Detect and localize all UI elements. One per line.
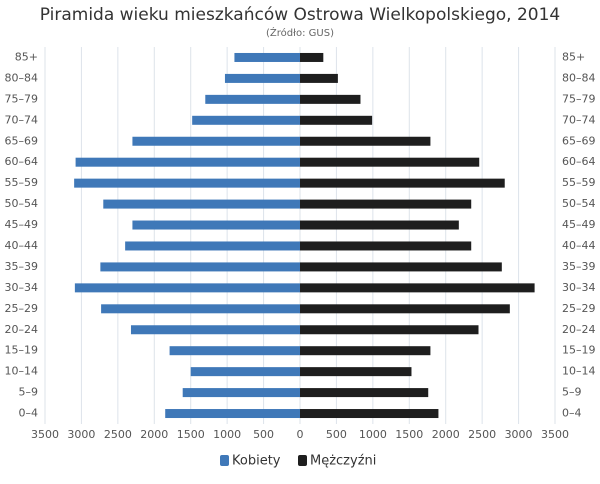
y-tick-label: 70–74	[5, 113, 39, 126]
bar	[300, 262, 502, 272]
bar	[130, 325, 300, 335]
y-tick-label: 10–14	[562, 365, 596, 378]
x-tick-label: 1500	[395, 428, 423, 441]
y-tick-label: 80–84	[562, 71, 596, 84]
y-tick-label: 85+	[562, 50, 585, 63]
x-tick-label: 2000	[432, 428, 460, 441]
y-tick-label: 55–59	[562, 176, 596, 189]
y-tick-label: 10–14	[5, 365, 39, 378]
y-tick-label: 20–24	[5, 323, 39, 336]
y-tick-label: 5–9	[562, 386, 582, 399]
x-tick-label: 3000	[505, 428, 533, 441]
x-tick-label: 1500	[177, 428, 205, 441]
y-tick-label: 60–64	[562, 155, 596, 168]
legend-label: Mężczyźni	[310, 454, 376, 469]
bar	[101, 304, 300, 314]
x-tick-label: 0	[297, 428, 304, 441]
bar	[103, 199, 301, 209]
bar	[300, 178, 505, 188]
bar	[300, 52, 324, 62]
y-tick-label: 75–79	[562, 92, 596, 105]
x-tick-label: 2500	[104, 428, 132, 441]
y-tick-label: 0–4	[19, 407, 39, 420]
bar	[300, 73, 338, 83]
bar	[190, 367, 300, 377]
chart-subtitle: (Źródło: GUS)	[266, 26, 334, 39]
bar	[205, 94, 300, 104]
y-tick-label: 15–19	[5, 344, 39, 357]
legend-label: Kobiety	[232, 454, 281, 469]
y-tick-label: 20–24	[562, 323, 596, 336]
x-tick-label: 2500	[468, 428, 496, 441]
y-tick-label: 50–54	[562, 197, 596, 210]
y-tick-label: 55–59	[5, 176, 39, 189]
y-tick-label: 75–79	[5, 92, 39, 105]
y-tick-label: 30–34	[562, 281, 596, 294]
bar	[125, 241, 301, 251]
y-tick-label: 15–19	[562, 344, 596, 357]
y-tick-label: 45–49	[562, 218, 596, 231]
x-tick-label: 500	[326, 428, 347, 441]
y-tick-label: 50–54	[5, 197, 39, 210]
bar	[300, 367, 412, 377]
y-tick-label: 25–29	[5, 302, 39, 315]
x-tick-label: 3500	[541, 428, 569, 441]
y-tick-label: 80–84	[5, 71, 39, 84]
x-tick-label: 3500	[31, 428, 59, 441]
y-tick-label: 60–64	[5, 155, 39, 168]
bar	[74, 283, 300, 293]
bar	[132, 136, 300, 146]
y-tick-label: 40–44	[562, 239, 596, 252]
bar	[300, 94, 361, 104]
bar	[300, 409, 439, 419]
y-tick-label: 30–34	[5, 281, 39, 294]
y-tick-label: 25–29	[562, 302, 596, 315]
bar	[300, 199, 472, 209]
bar	[192, 115, 300, 125]
bar	[75, 157, 300, 167]
bar	[100, 262, 300, 272]
x-tick-label: 2000	[140, 428, 168, 441]
y-tick-label: 70–74	[562, 113, 596, 126]
bar	[300, 304, 510, 314]
y-tick-label: 45–49	[5, 218, 39, 231]
bar	[300, 346, 431, 356]
x-tick-label: 1000	[359, 428, 387, 441]
chart-title: Piramida wieku mieszkańców Ostrowa Wielk…	[40, 5, 561, 25]
bar	[182, 388, 300, 398]
y-tick-label: 85+	[15, 50, 38, 63]
x-tick-label: 3000	[67, 428, 95, 441]
bar	[169, 346, 300, 356]
legend-swatch	[298, 455, 307, 466]
bar	[300, 388, 429, 398]
x-tick-label: 500	[253, 428, 274, 441]
y-tick-label: 65–69	[562, 134, 596, 147]
y-tick-label: 35–39	[5, 260, 39, 273]
bar	[300, 241, 472, 251]
bar	[300, 283, 535, 293]
legend-swatch	[220, 455, 229, 466]
x-tick-label: 1000	[213, 428, 241, 441]
bar	[300, 157, 480, 167]
y-tick-label: 35–39	[562, 260, 596, 273]
y-tick-label: 5–9	[19, 386, 39, 399]
y-tick-label: 65–69	[5, 134, 39, 147]
bar	[300, 136, 431, 146]
y-tick-label: 40–44	[5, 239, 39, 252]
bar	[300, 325, 479, 335]
bar	[300, 220, 459, 230]
y-tick-label: 0–4	[562, 407, 582, 420]
bar	[165, 409, 300, 419]
bar	[234, 52, 300, 62]
bar	[74, 178, 301, 188]
bar	[300, 115, 373, 125]
bar	[132, 220, 300, 230]
bar	[224, 73, 300, 83]
